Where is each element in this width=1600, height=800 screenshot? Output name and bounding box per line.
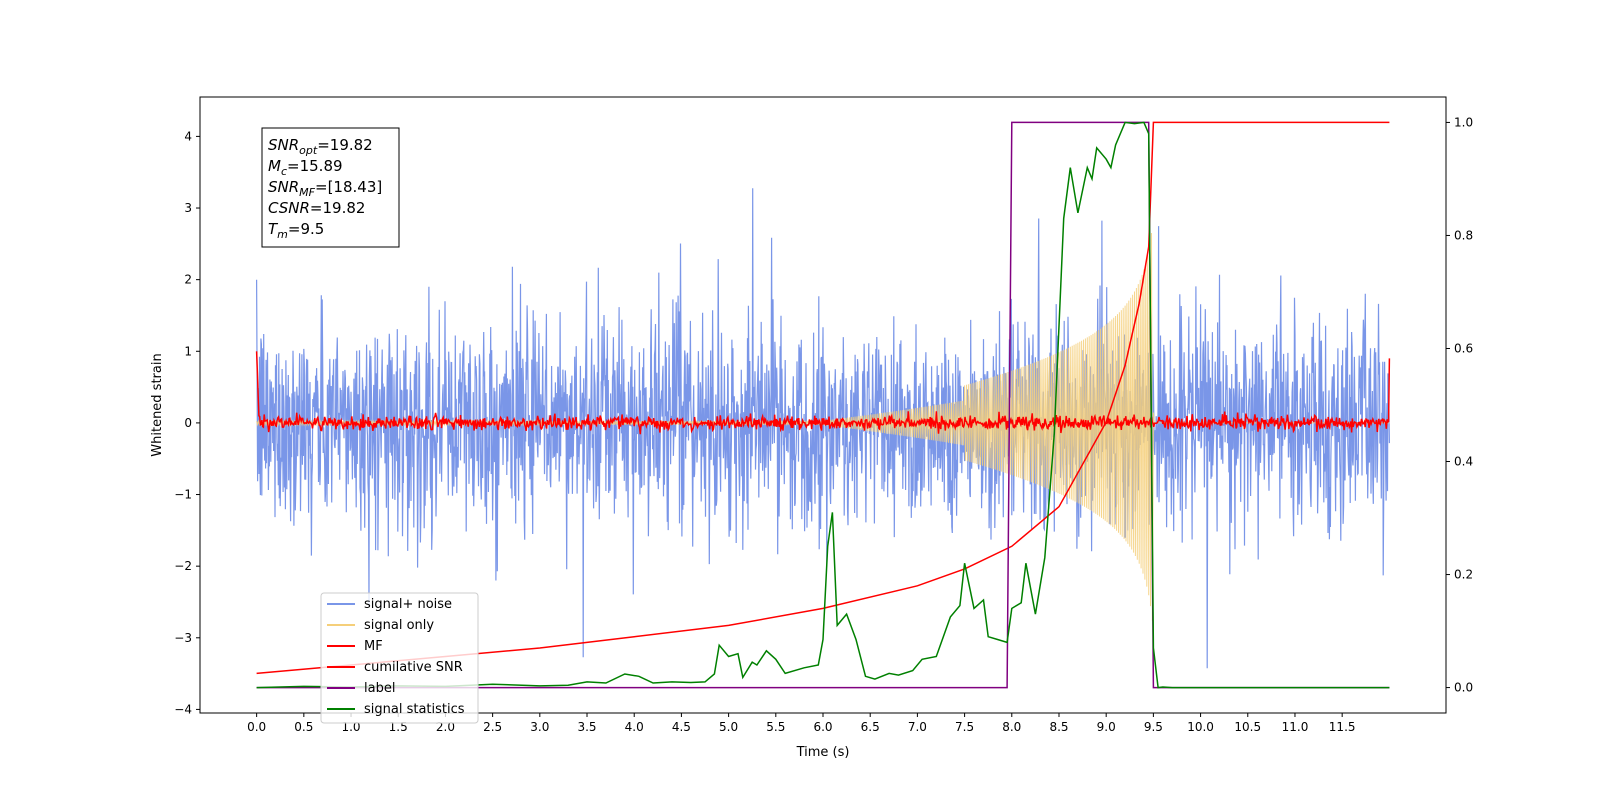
- y-tick-label: −2: [174, 559, 192, 573]
- y-tick-label: 2: [184, 273, 192, 287]
- y2-tick-label: 0.4: [1454, 455, 1473, 469]
- x-tick-label: 11.0: [1282, 720, 1309, 734]
- x-tick-label: 3.5: [577, 720, 596, 734]
- y-tick-label: −4: [174, 702, 192, 716]
- y-tick-label: 4: [184, 129, 192, 143]
- x-tick-label: 2.5: [483, 720, 502, 734]
- x-tick-label: 9.0: [1097, 720, 1116, 734]
- legend-label: signal only: [364, 618, 434, 633]
- x-tick-label: 5.5: [766, 720, 785, 734]
- x-tick-label: 3.0: [530, 720, 549, 734]
- x-tick-label: 5.0: [719, 720, 738, 734]
- y-tick-label: −3: [174, 631, 192, 645]
- legend-label: cumilative SNR: [364, 660, 463, 675]
- x-tick-label: 6.0: [813, 720, 832, 734]
- y-tick-label: −1: [174, 488, 192, 502]
- x-tick-label: 0.0: [247, 720, 266, 734]
- x-tick-label: 10.0: [1187, 720, 1214, 734]
- y-axis-right: 1.0 0.8 0.6 0.4 0.2 0.0: [1446, 115, 1473, 694]
- y-tick-label: 3: [184, 201, 192, 215]
- x-tick-label: 8.5: [1049, 720, 1068, 734]
- y2-tick-label: 1.0: [1454, 115, 1473, 129]
- y-tick-label: 1: [184, 344, 192, 358]
- y2-tick-label: 0.0: [1454, 681, 1473, 695]
- annotation-line: CSNR=19.82: [268, 199, 365, 217]
- y2-tick-label: 0.2: [1454, 568, 1473, 582]
- y-tick-label: 0: [184, 416, 192, 430]
- x-axis-label: Time (s): [796, 745, 850, 760]
- legend: signal+ noise signal only MF cumilative SNR…: [321, 593, 478, 723]
- annotation-line: Tm=9.5: [268, 220, 324, 241]
- legend-label: label: [364, 681, 395, 696]
- x-tick-label: 11.5: [1329, 720, 1356, 734]
- x-tick-label: 6.5: [861, 720, 880, 734]
- x-tick-label: 7.5: [955, 720, 974, 734]
- legend-label: signal statistics: [364, 702, 465, 717]
- y-axis-label: Whitened strain: [150, 353, 165, 456]
- annotation-line: Mc=15.89: [268, 157, 343, 178]
- annotation-line: SNRMF=[18.43]: [268, 178, 382, 199]
- y-axis-left: 4 3 2 1 0 −1 −2 −3 −4: [174, 129, 200, 716]
- y2-tick-label: 0.8: [1454, 228, 1473, 242]
- legend-label: MF: [364, 639, 383, 654]
- legend-label: signal+ noise: [364, 597, 452, 612]
- x-tick-label: 7.0: [908, 720, 927, 734]
- metrics-annotation-box: SNRopt=19.82Mc=15.89SNRMF=[18.43]CSNR=19…: [262, 128, 399, 247]
- x-tick-label: 4.0: [625, 720, 644, 734]
- annotation-line: SNRopt=19.82: [268, 136, 373, 157]
- y2-tick-label: 0.6: [1454, 341, 1473, 355]
- x-tick-label: 0.5: [294, 720, 313, 734]
- x-tick-label: 8.0: [1002, 720, 1021, 734]
- x-tick-label: 9.5: [1144, 720, 1163, 734]
- x-tick-label: 4.5: [672, 720, 691, 734]
- x-tick-label: 10.5: [1234, 720, 1261, 734]
